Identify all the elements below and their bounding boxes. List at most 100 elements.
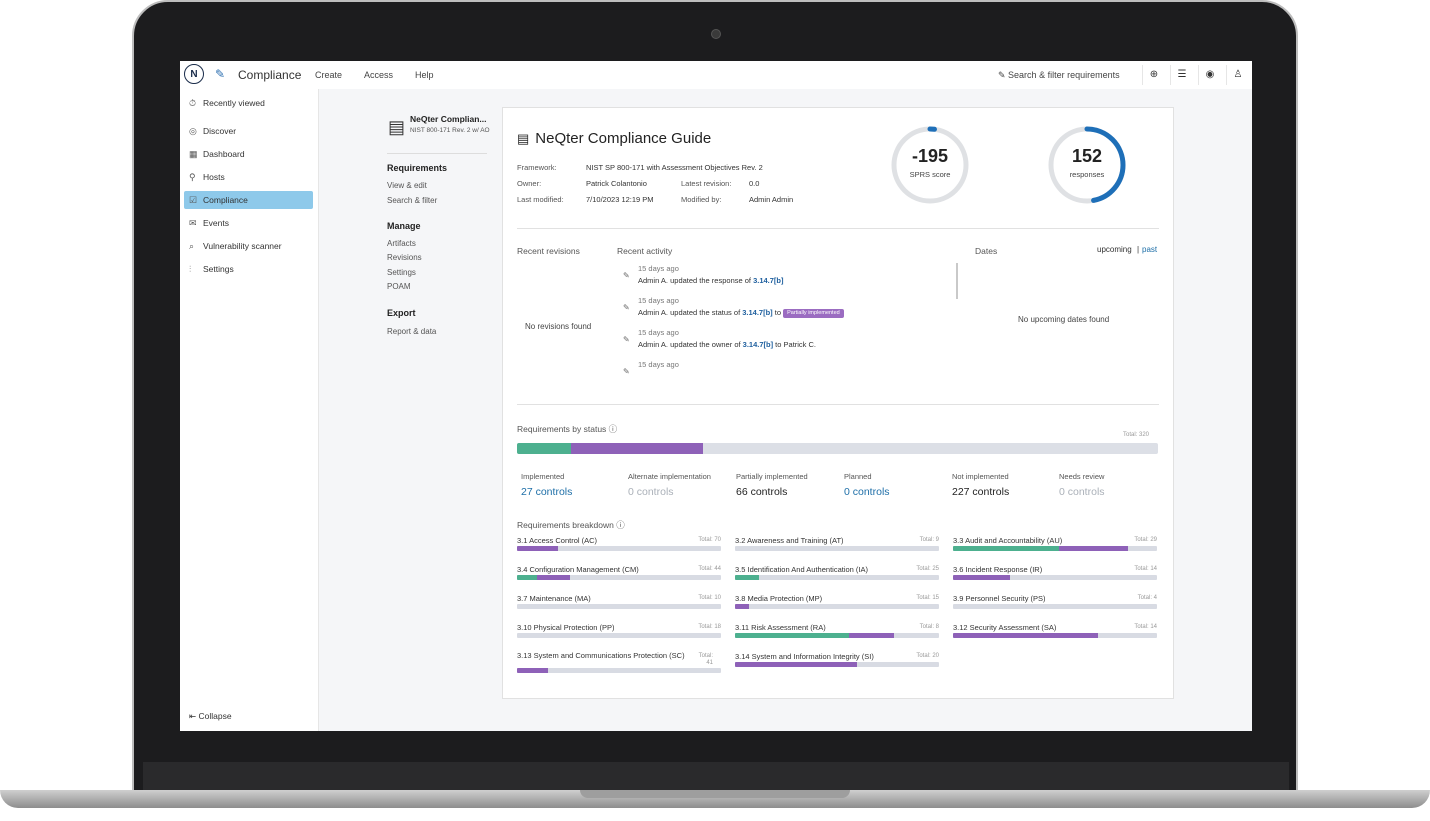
subnav-search-filter[interactable]: Search & filter bbox=[387, 196, 438, 205]
breakdown-family-name[interactable]: 3.11 Risk Assessment (RA) bbox=[735, 623, 826, 632]
breakdown-family-name[interactable]: 3.13 System and Communications Protectio… bbox=[517, 651, 685, 660]
partially-implemented-value[interactable]: 66 controls bbox=[736, 486, 788, 498]
sidebar-item-label: Discover bbox=[203, 126, 237, 136]
neqter-logo[interactable]: N bbox=[184, 64, 204, 84]
sidebar-item-compliance[interactable]: ☑ Compliance bbox=[184, 191, 313, 209]
partially-implemented-segment bbox=[735, 604, 750, 609]
recent-activity-heading: Recent activity bbox=[617, 246, 673, 256]
breakdown-progress-bar bbox=[953, 546, 1157, 551]
activity-suffix: to Patrick C. bbox=[773, 340, 817, 349]
breakdown-family-name[interactable]: 3.5 Identification And Authentication (I… bbox=[735, 565, 869, 574]
breakdown-family-name[interactable]: 3.14 System and Information Integrity (S… bbox=[735, 652, 874, 661]
activity-scrollbar[interactable] bbox=[956, 263, 958, 299]
breakdown-family-name[interactable]: 3.8 Media Protection (MP) bbox=[735, 594, 823, 603]
breakdown-family-name[interactable]: 3.9 Personnel Security (PS) bbox=[953, 594, 1046, 603]
subnav-settings[interactable]: Settings bbox=[387, 268, 416, 277]
subnav-poam[interactable]: POAM bbox=[387, 282, 411, 291]
menu-help[interactable]: Help bbox=[415, 70, 434, 80]
sidebar-item-events[interactable]: ✉ Events bbox=[184, 214, 313, 232]
breakdown-progress-bar bbox=[735, 575, 939, 580]
target-icon[interactable]: ◉ bbox=[1198, 65, 1221, 85]
breakdown-progress-bar bbox=[517, 633, 721, 638]
not-implemented-label: Not implemented bbox=[952, 472, 1009, 481]
guide-title-text: NeQter Compliance Guide bbox=[535, 130, 712, 147]
sidebar-item-settings[interactable]: ⫶ Settings bbox=[184, 260, 313, 278]
compass-icon: ◎ bbox=[189, 126, 197, 136]
manage-heading: Manage bbox=[387, 221, 421, 231]
activity-text: Admin A. updated the owner of 3.14.7[b] … bbox=[638, 340, 816, 349]
owner-label: Owner: bbox=[517, 179, 542, 188]
implemented-segment bbox=[953, 546, 1060, 551]
breakdown-family-total: Total: 25 bbox=[916, 566, 939, 572]
subnav-artifacts[interactable]: Artifacts bbox=[387, 239, 416, 248]
search-filter-link[interactable]: ✎ Search & filter requirements bbox=[998, 70, 1120, 81]
sidebar-item-vulnerability-scanner[interactable]: ⌕ Vulnerability scanner bbox=[184, 237, 313, 255]
activity-suffix: to bbox=[772, 308, 784, 317]
responses-gauge-arc bbox=[1048, 126, 1126, 204]
implemented-segment bbox=[517, 443, 572, 454]
laptop-bezel bbox=[143, 762, 1289, 792]
breakdown-family-name[interactable]: 3.6 Incident Response (IR) bbox=[953, 565, 1043, 574]
partially-implemented-segment bbox=[571, 443, 704, 454]
sidebar-item-dashboard[interactable]: ▦ Dashboard bbox=[184, 145, 313, 163]
partially-implemented-segment bbox=[537, 575, 571, 580]
planned-label: Planned bbox=[844, 472, 872, 481]
globe-icon[interactable]: ⊕ bbox=[1142, 65, 1165, 85]
responses-label: responses bbox=[1069, 170, 1105, 179]
sidebar-item-label: Settings bbox=[203, 264, 234, 274]
breakdown-family-name[interactable]: 3.12 Security Assessment (SA) bbox=[953, 623, 1057, 632]
collapse-label: Collapse bbox=[198, 711, 232, 721]
document-icon[interactable]: ☰ bbox=[1170, 65, 1193, 85]
activity-prefix: Admin A. updated the owner of bbox=[638, 340, 743, 349]
activity-ref-link[interactable]: 3.14.7[b] bbox=[742, 340, 774, 349]
partially-implemented-segment bbox=[735, 662, 858, 667]
breakdown-family-total: Total: 8 bbox=[919, 624, 939, 630]
not-implemented-value[interactable]: 227 controls bbox=[952, 486, 1010, 498]
sidebar-item-discover[interactable]: ◎ Discover bbox=[184, 122, 313, 140]
planned-value[interactable]: 0 controls bbox=[844, 486, 890, 498]
activity-prefix: Admin A. updated the status of bbox=[638, 308, 743, 317]
subnav-view-edit[interactable]: View & edit bbox=[387, 181, 427, 190]
sidebar-item-hosts[interactable]: ⚲ Hosts bbox=[184, 168, 313, 186]
breakdown-progress-bar bbox=[953, 633, 1157, 638]
breakdown-family-total: Total: 9 bbox=[919, 537, 939, 543]
dates-tab-separator: | bbox=[1137, 245, 1140, 254]
breakdown-family-name[interactable]: 3.10 Physical Protection (PP) bbox=[517, 623, 615, 632]
sidebar-item-recently-viewed[interactable]: ⏱ Recently viewed bbox=[184, 94, 313, 112]
breakdown-family-name[interactable]: 3.2 Awareness and Training (AT) bbox=[735, 536, 844, 545]
implemented-segment bbox=[517, 575, 538, 580]
breakdown-family-name[interactable]: 3.3 Audit and Accountability (AU) bbox=[953, 536, 1063, 545]
guide-card: ▤ NeQter Compliance Guide Framework: NIST… bbox=[502, 107, 1174, 699]
menu-access[interactable]: Access bbox=[364, 70, 394, 80]
user-icon[interactable]: ♙ bbox=[1226, 65, 1249, 85]
alternate-implementation-value: 0 controls bbox=[628, 486, 674, 498]
breakdown-progress-bar bbox=[953, 604, 1157, 609]
dates-tab-upcoming[interactable]: upcoming bbox=[1097, 245, 1132, 254]
app-screen: N ✎ Compliance Create Access Help ✎ Sear… bbox=[180, 61, 1252, 731]
breakdown-progress-bar bbox=[517, 668, 721, 673]
mail-icon: ✉ bbox=[189, 218, 197, 228]
partially-implemented-segment bbox=[517, 546, 558, 551]
pencil-icon: ✎ bbox=[623, 367, 630, 376]
breakdown-family-name[interactable]: 3.7 Maintenance (MA) bbox=[517, 594, 591, 603]
activity-time: 15 days ago bbox=[638, 264, 679, 273]
subnav-revisions[interactable]: Revisions bbox=[387, 253, 422, 262]
subnav-report-data[interactable]: Report & data bbox=[387, 327, 437, 336]
partially-implemented-label: Partially implemented bbox=[736, 472, 808, 481]
collapse-button[interactable]: ⇤ Collapse bbox=[189, 711, 232, 722]
status-total: Total: 320 bbox=[1123, 432, 1150, 438]
requirements-by-status-heading: Requirements by status ⓘ bbox=[517, 424, 618, 434]
app-title[interactable]: Compliance bbox=[238, 68, 302, 82]
breakdown-family-name[interactable]: 3.1 Access Control (AC) bbox=[517, 536, 598, 545]
breakdown-family-total: Total: 15 bbox=[916, 595, 939, 601]
activity-ref-link[interactable]: 3.14.7[b] bbox=[742, 308, 773, 317]
activity-text: Admin A. updated the response of 3.14.7[… bbox=[638, 276, 784, 285]
activity-ref-link[interactable]: 3.14.7[b] bbox=[753, 276, 784, 285]
dates-tab-past[interactable]: past bbox=[1142, 245, 1158, 254]
implemented-value[interactable]: 27 controls bbox=[521, 486, 573, 498]
divider bbox=[517, 228, 1159, 229]
no-revisions-message: No revisions found bbox=[525, 322, 592, 331]
breakdown-family-name[interactable]: 3.4 Configuration Management (CM) bbox=[517, 565, 639, 574]
divider bbox=[517, 404, 1159, 405]
menu-create[interactable]: Create bbox=[315, 70, 343, 80]
